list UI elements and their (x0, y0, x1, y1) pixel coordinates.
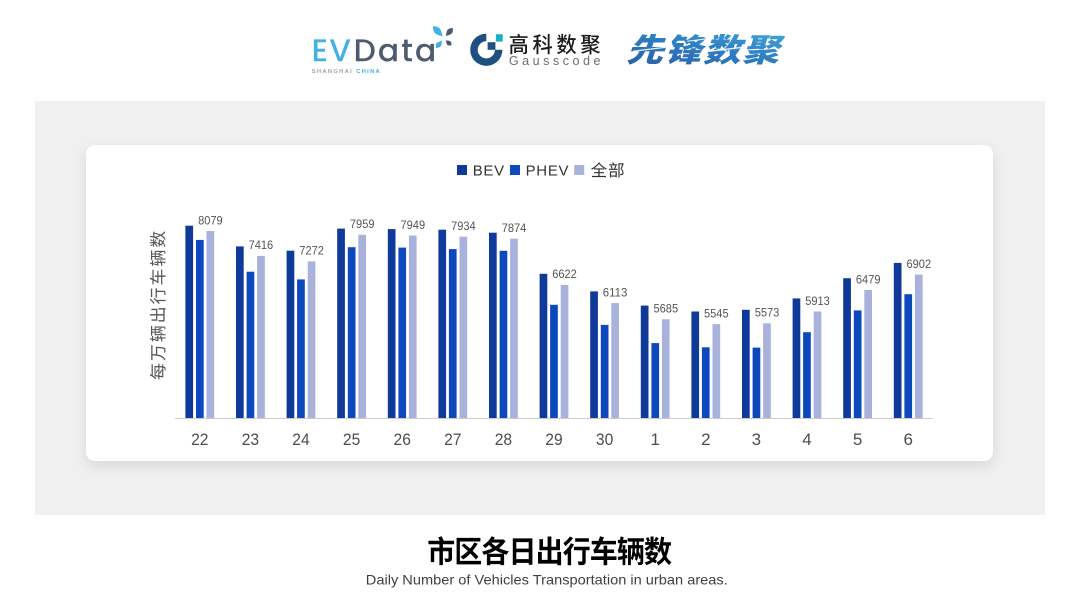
svg-text:27: 27 (444, 430, 461, 449)
svg-text:7949: 7949 (401, 218, 426, 232)
svg-text:6622: 6622 (552, 267, 577, 281)
svg-text:1: 1 (650, 430, 659, 449)
svg-text:26: 26 (394, 430, 411, 449)
svg-text:5573: 5573 (755, 306, 780, 320)
svg-text:6902: 6902 (907, 257, 932, 271)
svg-text:7272: 7272 (299, 244, 324, 258)
svg-text:PHEV: PHEV (526, 162, 570, 179)
svg-text:6479: 6479 (856, 272, 881, 286)
svg-text:5913: 5913 (805, 294, 830, 308)
svg-text:CHINA: CHINA (356, 69, 381, 75)
svg-text:3: 3 (752, 430, 761, 449)
svg-text:23: 23 (242, 430, 259, 449)
svg-text:7959: 7959 (350, 217, 375, 231)
svg-text:BEV: BEV (473, 162, 505, 179)
svg-text:4: 4 (802, 430, 811, 449)
svg-text:7416: 7416 (249, 238, 274, 252)
svg-text:5: 5 (853, 430, 862, 449)
svg-text:5685: 5685 (654, 302, 679, 316)
svg-text:6: 6 (903, 430, 912, 449)
svg-text:2: 2 (701, 430, 710, 449)
svg-text:5545: 5545 (704, 306, 729, 320)
svg-text:24: 24 (292, 430, 309, 449)
svg-text:Gausscode: Gausscode (509, 54, 601, 68)
svg-text:7874: 7874 (502, 221, 527, 235)
svg-text:SHANGHAI: SHANGHAI (312, 69, 353, 75)
svg-text:28: 28 (495, 430, 512, 449)
svg-text:7934: 7934 (451, 219, 476, 233)
svg-text:8079: 8079 (198, 213, 223, 227)
svg-text:30: 30 (596, 430, 613, 449)
svg-text:29: 29 (545, 430, 562, 449)
svg-text:25: 25 (343, 430, 360, 449)
svg-text:6113: 6113 (603, 285, 628, 299)
svg-text:Daily Number of Vehicles Trans: Daily Number of Vehicles Transportation … (366, 572, 728, 588)
svg-text:22: 22 (191, 430, 208, 449)
